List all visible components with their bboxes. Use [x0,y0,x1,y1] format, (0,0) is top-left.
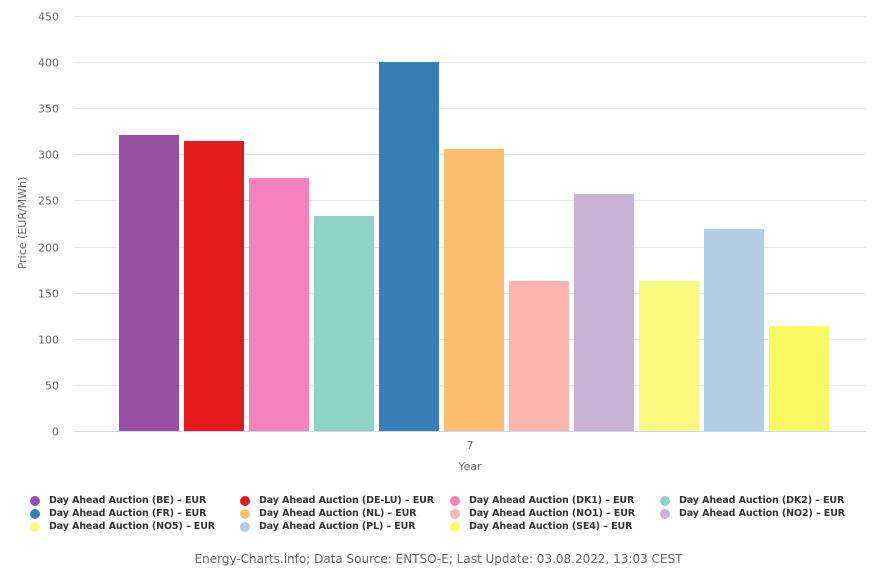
bar-fr[interactable] [379,62,439,431]
legend-marker-icon [30,521,40,532]
y-tick-label: 350 [38,103,59,116]
legend-item[interactable]: Day Ahead Auction (DE-LU) – EUR [240,494,434,507]
legend-label: Day Ahead Auction (PL) – EUR [259,521,416,532]
bar-no2[interactable] [574,193,634,431]
y-tick-label: 150 [38,288,59,301]
bar-nl[interactable] [444,148,504,432]
legend-marker-icon [660,495,670,506]
x-axis-title: Year [457,460,482,473]
legend-marker-icon [30,508,40,519]
footer-credit: Energy-Charts.info; Data Source: ENTSO-E… [194,552,683,566]
bar-no1[interactable] [509,280,569,431]
legend-label: Day Ahead Auction (DE-LU) – EUR [259,495,434,506]
y-axis-ticks: 0 50 100 150 200 250 300 350 400 450 [38,11,59,439]
y-tick-label: 100 [38,334,59,347]
y-tick-label: 0 [52,426,59,439]
x-axis-ticks: 7 [467,439,474,452]
legend-label: Day Ahead Auction (DK1) – EUR [469,495,635,506]
y-tick-label: 50 [45,380,59,393]
x-tick-label: 7 [467,439,474,452]
y-tick-label: 200 [38,242,59,255]
legend-item[interactable]: Day Ahead Auction (DK1) – EUR [450,494,634,507]
legend-marker-icon [240,521,250,532]
legend-label: Day Ahead Auction (DK2) – EUR [679,495,845,506]
legend-marker-icon [240,495,250,506]
legend-item[interactable]: Day Ahead Auction (BE) – EUR [30,494,206,507]
legend-item[interactable]: Day Ahead Auction (SE4) – EUR [450,520,632,533]
bar-chart: 0 50 100 150 200 250 300 350 400 450 7 Price (EUR… [16,11,866,473]
bar-dk2[interactable] [314,216,374,431]
bar-no5[interactable] [639,280,699,431]
legend-item[interactable]: Day Ahead Auction (DK2) – EUR [660,494,844,507]
legend-marker-icon [660,508,670,519]
y-tick-label: 450 [38,11,59,24]
bar-dk1[interactable] [249,178,309,431]
legend-label: Day Ahead Auction (NO2) – EUR [679,508,846,519]
legend-item[interactable]: Day Ahead Auction (NO2) – EUR [660,507,845,520]
y-axis-title: Price (EUR/MWh) [16,177,29,270]
bar-be[interactable] [119,134,179,431]
legend-marker-icon [450,521,460,532]
y-tick-label: 250 [38,195,59,208]
legend-label: Day Ahead Auction (BE) – EUR [49,495,207,506]
legend-marker-icon [240,508,250,519]
legend-label: Day Ahead Auction (SE4) – EUR [469,521,633,532]
legend-item[interactable]: Day Ahead Auction (PL) – EUR [240,520,416,533]
legend-label: Day Ahead Auction (NL) – EUR [259,508,417,519]
legend-marker-icon [30,495,40,506]
legend-item[interactable]: Day Ahead Auction (NL) – EUR [240,507,417,520]
y-tick-label: 300 [38,149,59,162]
bar-pl[interactable] [704,229,764,431]
bars [119,62,829,432]
bar-de-lu[interactable] [184,140,244,431]
legend-item[interactable]: Day Ahead Auction (NO5) – EUR [30,520,215,533]
legend-item[interactable]: Day Ahead Auction (NO1) – EUR [450,507,635,520]
legend-label: Day Ahead Auction (NO1) – EUR [469,508,636,519]
legend-marker-icon [450,508,460,519]
legend-label: Day Ahead Auction (NO5) – EUR [49,521,216,532]
legend-label: Day Ahead Auction (FR) – EUR [49,508,207,519]
bar-se4[interactable] [769,325,829,431]
legend-marker-icon [450,495,460,506]
legend-item[interactable]: Day Ahead Auction (FR) – EUR [30,507,206,520]
y-tick-label: 400 [38,57,59,70]
